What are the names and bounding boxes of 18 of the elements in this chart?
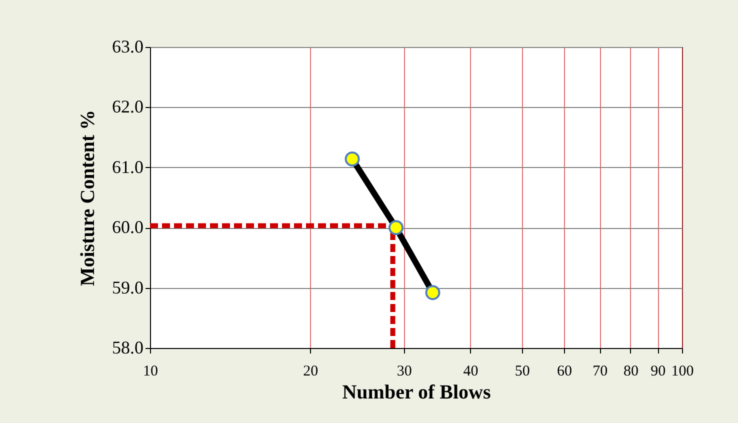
x-tick-label: 10	[143, 364, 158, 380]
x-tick-label: 70	[592, 364, 608, 380]
y-tick-label: 62.0	[112, 96, 144, 117]
y-tick-label: 61.0	[112, 156, 144, 177]
x-tick-label: 30	[396, 364, 412, 380]
x-tick-label: 100	[671, 364, 694, 380]
y-tick-label: 60.0	[112, 217, 144, 238]
y-axis-title: Moisture Content %	[77, 110, 99, 286]
x-tick-label: 90	[650, 364, 666, 380]
x-tick-label: 20	[303, 364, 318, 380]
y-tick-label: 59.0	[112, 277, 144, 298]
x-tick-label: 60	[556, 364, 572, 380]
y-tick-label: 63.0	[112, 36, 144, 56]
x-tick-label: 80	[623, 364, 638, 380]
x-axis-title: Number of Blows	[342, 382, 491, 404]
y-tick-label: 58.0	[112, 338, 144, 358]
x-tick-label: 40	[463, 364, 478, 380]
x-tick-label: 50	[514, 364, 530, 380]
